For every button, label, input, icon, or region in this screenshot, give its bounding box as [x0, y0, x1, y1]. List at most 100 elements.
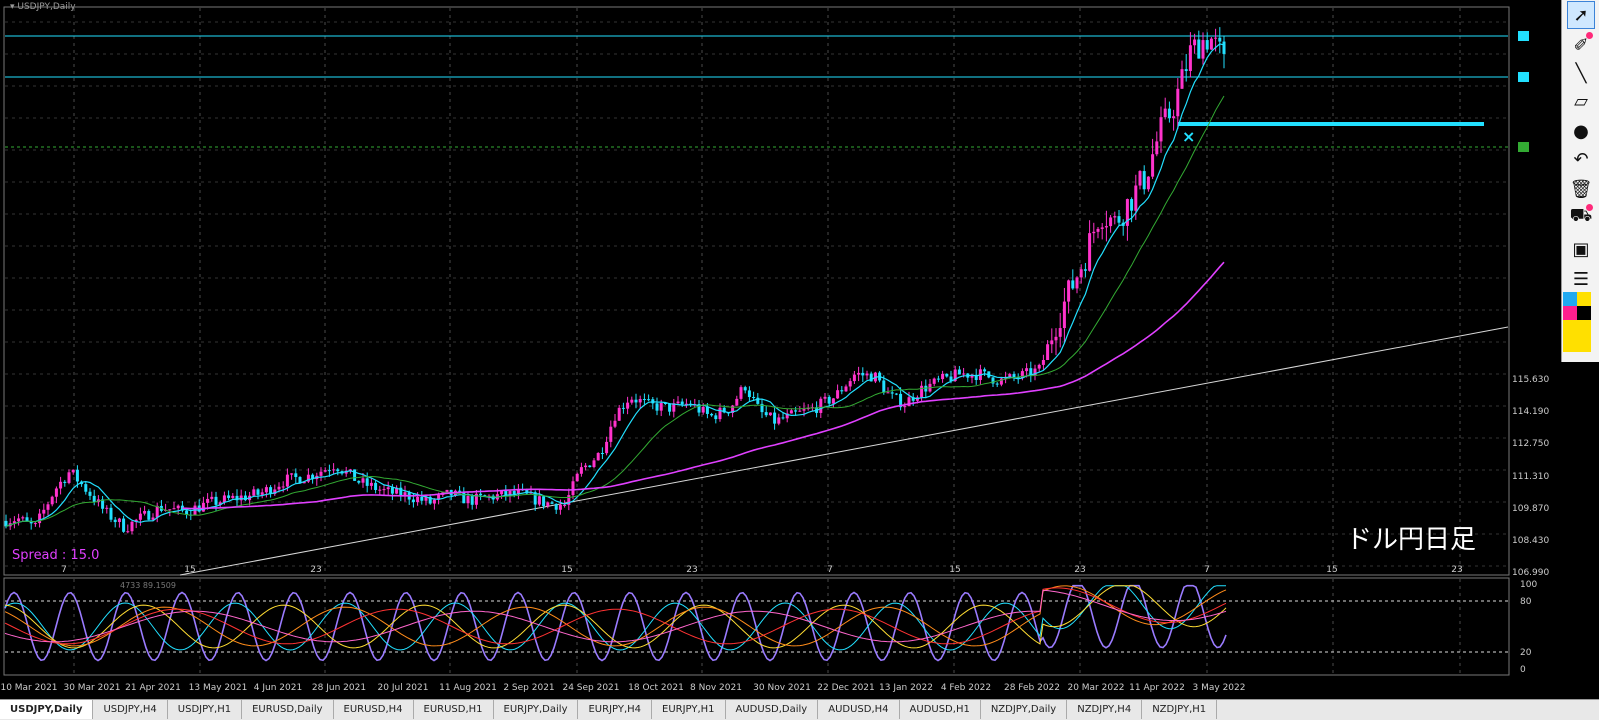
- candle-body: [306, 474, 310, 482]
- candle-body: [1218, 37, 1222, 42]
- eraser-icon[interactable]: ✐: [1568, 32, 1594, 58]
- candle-body: [617, 407, 621, 421]
- candle-body: [1020, 371, 1024, 378]
- candle-body: [185, 510, 189, 515]
- undo-icon[interactable]: ↶: [1573, 148, 1589, 170]
- candle-body: [462, 491, 466, 504]
- candle-body: [1062, 301, 1066, 329]
- candle-body: [1205, 40, 1209, 50]
- candle-body: [802, 409, 806, 411]
- candle-body: [1151, 154, 1155, 177]
- trendline-icon[interactable]: ╲: [1575, 62, 1587, 84]
- candle-body: [1071, 280, 1075, 289]
- candle-body: [508, 490, 512, 497]
- chart-tab[interactable]: EURUSD,H4: [334, 700, 414, 719]
- candle-body: [579, 467, 583, 474]
- cursor-arrow-icon[interactable]: ➚: [1567, 1, 1595, 29]
- candle-body: [1214, 37, 1218, 39]
- candle-body: [277, 486, 281, 490]
- candle-body: [777, 417, 781, 424]
- chart-tab[interactable]: EURJPY,Daily: [494, 700, 579, 719]
- candle-body: [945, 373, 949, 377]
- color-swatch-cyan[interactable]: [1563, 292, 1577, 306]
- candle-body: [298, 477, 302, 484]
- candle-body: [735, 398, 739, 406]
- candle-body: [533, 492, 537, 505]
- long-trend-line[interactable]: [179, 326, 1509, 576]
- chart-tab[interactable]: AUDUSD,H1: [900, 700, 981, 719]
- chart-tab[interactable]: USDJPY,H1: [168, 700, 243, 719]
- chart-caption: ドル円日足: [1346, 525, 1476, 555]
- candle-body: [852, 374, 856, 382]
- color-swatch-yellow-large[interactable]: [1563, 320, 1591, 352]
- candle-body: [294, 473, 298, 478]
- candle-body: [172, 508, 176, 510]
- candle-body: [1184, 69, 1188, 72]
- price-box: [1518, 142, 1529, 152]
- oscillator-line: [4, 584, 1227, 662]
- chart-tab[interactable]: NZDJPY,H1: [1142, 700, 1218, 719]
- candle-body: [630, 399, 634, 403]
- candle-body: [113, 519, 117, 523]
- oscillator-level-label: 20: [1520, 648, 1532, 658]
- candle-body: [369, 482, 373, 486]
- chart-tab[interactable]: NZDJPY,H4: [1067, 700, 1143, 719]
- candle-body: [957, 369, 961, 375]
- candle-body: [1117, 216, 1121, 223]
- candle-body: [378, 489, 382, 491]
- candle-body: [1109, 217, 1113, 227]
- candle-body: [168, 509, 172, 511]
- candle-body: [1067, 280, 1071, 302]
- candle-body: [84, 484, 88, 492]
- candle-body: [605, 441, 609, 454]
- price-chart[interactable]: ▾ USDJPY,Daily × 115.630 114.190 112.750 111.…: [0, 0, 1561, 699]
- date-tick-label: 11 Aug 2021: [439, 683, 497, 693]
- candle-body: [332, 469, 336, 471]
- candle-body: [470, 496, 474, 505]
- y-tick-label: 114.190: [1512, 407, 1549, 417]
- date-tick-label: 28 Feb 2022: [1004, 683, 1060, 693]
- candle-body: [920, 385, 924, 398]
- candle-body: [773, 412, 777, 424]
- candle-body: [46, 504, 50, 510]
- chart-tab[interactable]: USDJPY,Daily: [0, 700, 94, 719]
- candle-body: [17, 518, 21, 522]
- y-tick-label: 106.990: [1512, 568, 1549, 578]
- candle-body: [525, 489, 529, 494]
- chart-tab[interactable]: EURUSD,H1: [414, 700, 494, 719]
- chart-tab[interactable]: AUDUSD,H4: [818, 700, 900, 719]
- ma-mid-line: [5, 95, 1225, 527]
- chart-tab[interactable]: USDJPY,H4: [93, 700, 168, 719]
- candle-body: [1079, 269, 1083, 278]
- dot-icon[interactable]: ●: [1573, 120, 1589, 142]
- candle-body: [361, 478, 365, 483]
- candle-body: [38, 513, 42, 524]
- candle-body: [437, 494, 441, 500]
- ruler-icon[interactable]: ▱: [1574, 90, 1588, 112]
- cart-icon[interactable]: ⛟: [1569, 204, 1593, 226]
- color-swatch-magenta[interactable]: [1563, 306, 1577, 320]
- camera-icon[interactable]: ▣: [1572, 238, 1590, 260]
- chart-tab[interactable]: NZDJPY,Daily: [981, 700, 1068, 719]
- candle-body: [50, 496, 54, 505]
- candle-body: [474, 493, 478, 505]
- candle-body: [584, 465, 588, 468]
- candle-body: [1096, 228, 1100, 232]
- color-swatch-black[interactable]: [1577, 306, 1591, 320]
- candle-body: [848, 381, 852, 387]
- candle-body: [899, 393, 903, 408]
- candle-body: [21, 517, 25, 519]
- candle-body: [92, 495, 96, 503]
- candle-body: [235, 495, 239, 501]
- notes-icon[interactable]: ☰: [1572, 268, 1590, 290]
- color-swatch-yellow[interactable]: [1577, 292, 1591, 306]
- chart-tab[interactable]: EURUSD,Daily: [242, 700, 334, 719]
- trash-icon[interactable]: 🗑: [1569, 178, 1593, 200]
- candle-body: [680, 401, 684, 405]
- chart-tab[interactable]: EURJPY,H4: [578, 700, 652, 719]
- candle-body: [1113, 216, 1117, 218]
- chart-tab[interactable]: AUDUSD,Daily: [726, 700, 819, 719]
- candle-body: [1176, 88, 1180, 117]
- chart-tab[interactable]: EURJPY,H1: [652, 700, 726, 719]
- candle-body: [836, 390, 840, 399]
